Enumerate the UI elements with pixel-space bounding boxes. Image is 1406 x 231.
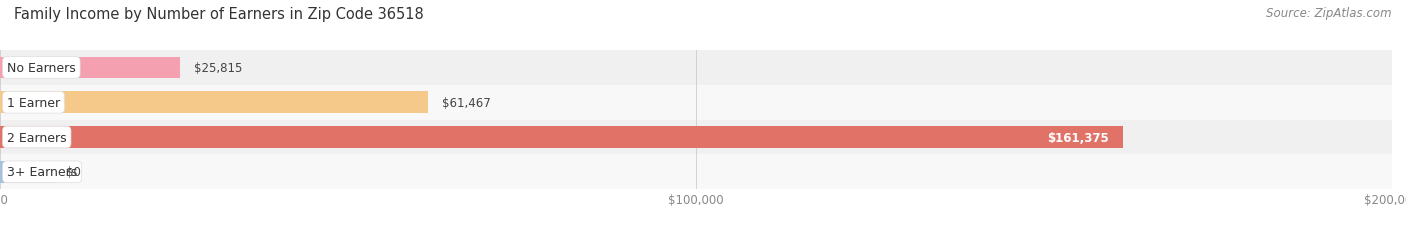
Text: $61,467: $61,467 [441,96,491,109]
Text: $25,815: $25,815 [194,62,242,75]
Bar [0,51,1392,85]
Text: $161,375: $161,375 [1047,131,1109,144]
Bar [0,57,180,79]
Text: 1 Earner: 1 Earner [7,96,60,109]
Bar [0,155,1392,189]
Text: No Earners: No Earners [7,62,76,75]
Text: Source: ZipAtlas.com: Source: ZipAtlas.com [1267,7,1392,20]
Bar [0,120,1392,155]
Text: 2 Earners: 2 Earners [7,131,66,144]
Text: $0: $0 [66,166,82,179]
Text: 3+ Earners: 3+ Earners [7,166,77,179]
Bar [0,85,1392,120]
Bar [0,161,56,183]
Bar [0,127,1123,148]
Bar [0,92,427,113]
Text: Family Income by Number of Earners in Zip Code 36518: Family Income by Number of Earners in Zi… [14,7,423,22]
